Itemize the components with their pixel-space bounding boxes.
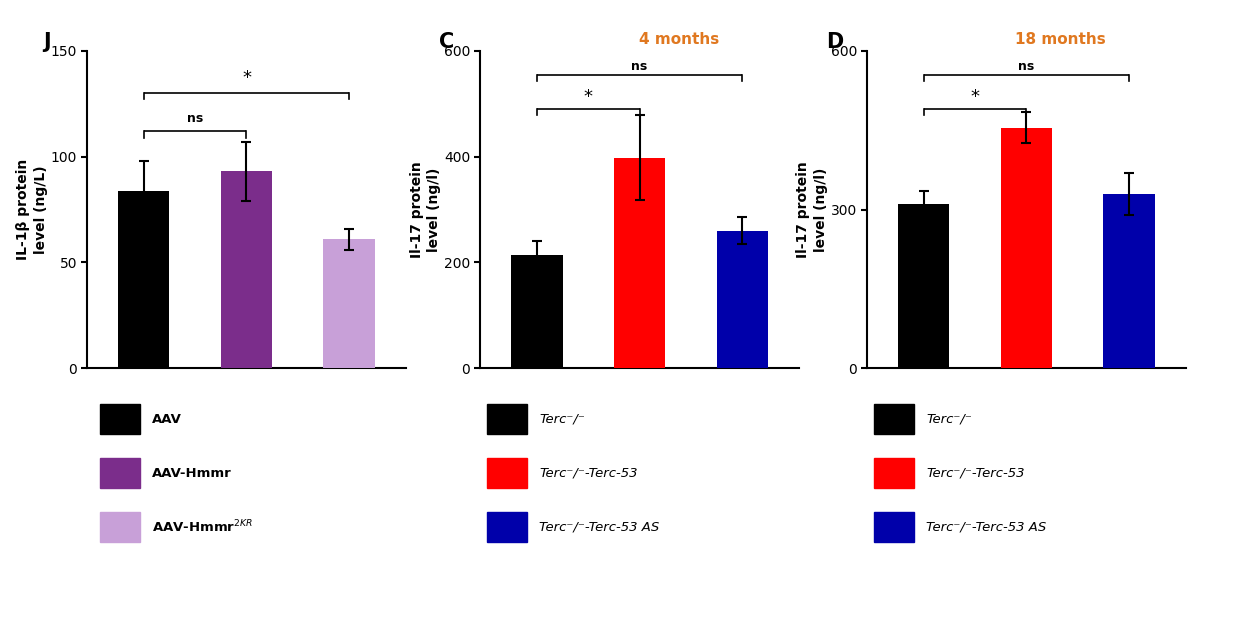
Text: Terc⁻/⁻: Terc⁻/⁻ bbox=[926, 413, 972, 425]
Text: *: * bbox=[584, 88, 593, 107]
Text: D: D bbox=[826, 32, 844, 51]
Text: J: J bbox=[44, 32, 51, 51]
Text: Terc⁻/⁻-Terc-53: Terc⁻/⁻-Terc-53 bbox=[926, 467, 1025, 479]
Text: Terc⁻/⁻-Terc-53 AS: Terc⁻/⁻-Terc-53 AS bbox=[926, 521, 1046, 533]
Text: 18 months: 18 months bbox=[1016, 32, 1106, 47]
Text: *: * bbox=[971, 88, 980, 107]
Text: ns: ns bbox=[1018, 60, 1035, 73]
Text: ns: ns bbox=[631, 60, 648, 73]
Y-axis label: IL-1β protein
level (ng/L): IL-1β protein level (ng/L) bbox=[16, 159, 47, 260]
Bar bbox=[614, 157, 665, 368]
Bar bbox=[119, 190, 170, 368]
Text: *: * bbox=[242, 69, 251, 87]
Y-axis label: Il-17 protein
level (ng/l): Il-17 protein level (ng/l) bbox=[796, 161, 827, 258]
Bar bbox=[221, 171, 272, 368]
Bar bbox=[716, 231, 768, 368]
Bar bbox=[323, 239, 374, 368]
Text: AAV-Hmmr$^{2KR}$: AAV-Hmmr$^{2KR}$ bbox=[152, 519, 253, 535]
Text: AAV-Hmmr: AAV-Hmmr bbox=[152, 467, 232, 479]
Bar bbox=[899, 204, 950, 368]
Text: AAV: AAV bbox=[152, 413, 182, 425]
Text: Terc⁻/⁻-Terc-53 AS: Terc⁻/⁻-Terc-53 AS bbox=[539, 521, 659, 533]
Bar bbox=[512, 255, 563, 368]
Text: Terc⁻/⁻: Terc⁻/⁻ bbox=[539, 413, 585, 425]
Bar bbox=[1103, 194, 1154, 368]
Text: Terc⁻/⁻-Terc-53: Terc⁻/⁻-Terc-53 bbox=[539, 467, 638, 479]
Bar bbox=[1001, 128, 1052, 368]
Text: ns: ns bbox=[187, 112, 203, 125]
Text: C: C bbox=[439, 32, 454, 51]
Text: 4 months: 4 months bbox=[639, 32, 719, 47]
Y-axis label: Il-17 protein
level (ng/l): Il-17 protein level (ng/l) bbox=[409, 161, 441, 258]
